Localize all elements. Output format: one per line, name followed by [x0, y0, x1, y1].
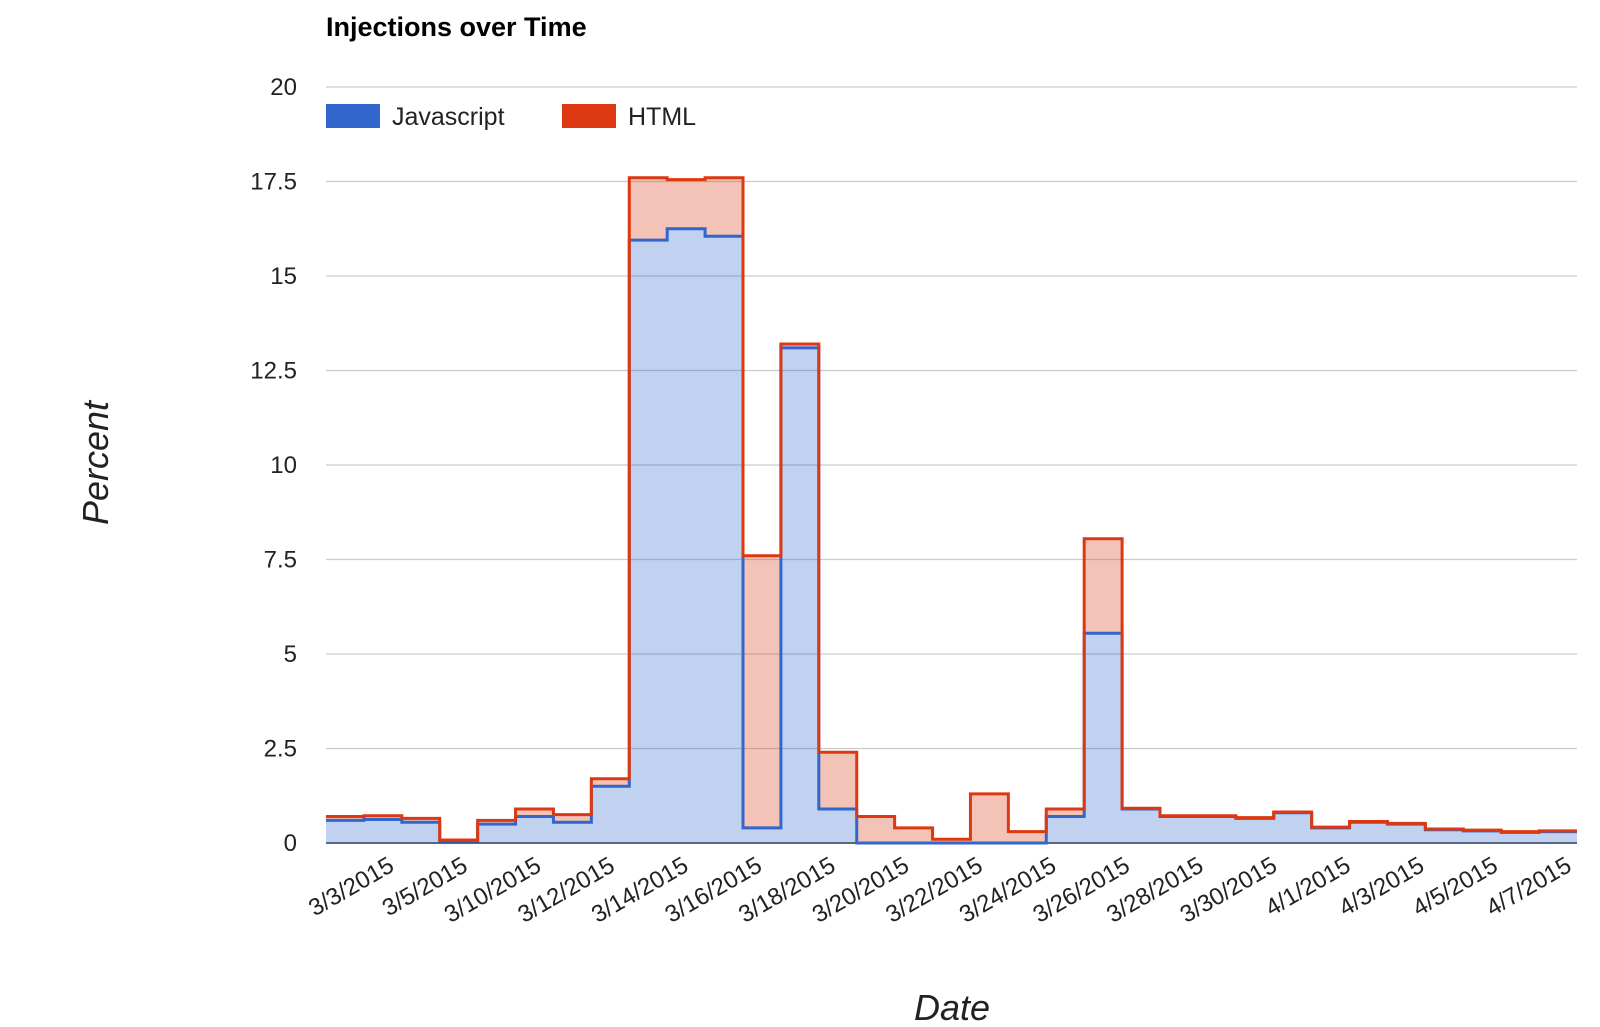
legend: Javascript HTML [326, 103, 696, 131]
x-tick-label: 4/7/2015 [1482, 852, 1576, 922]
y-axis-title: Percent [75, 399, 116, 525]
x-axis-title: Date [914, 987, 990, 1027]
y-tick-label: 5 [284, 641, 297, 668]
y-axis-ticks: 0 2.5 5 7.5 10 12.5 15 17.5 20 [250, 74, 297, 857]
chart-title: Injections over Time [326, 12, 587, 42]
y-tick-label: 12.5 [250, 358, 297, 385]
y-tick-label: 17.5 [250, 169, 297, 196]
legend-swatch-javascript [326, 104, 380, 128]
y-tick-label: 2.5 [264, 736, 297, 763]
legend-item-html[interactable]: HTML [562, 103, 696, 131]
y-tick-label: 7.5 [264, 547, 297, 574]
series-layer [326, 176, 1577, 845]
y-tick-label: 20 [270, 74, 297, 101]
y-tick-label: 15 [270, 263, 297, 290]
legend-swatch-html [562, 104, 616, 128]
y-tick-label: 10 [270, 452, 297, 479]
y-tick-label: 0 [284, 830, 297, 857]
series-area-html [326, 177, 1577, 844]
x-axis-ticks: 3/3/20153/5/20153/10/20153/12/20153/14/2… [304, 852, 1576, 929]
series-area-javascript [326, 228, 1577, 843]
legend-item-javascript[interactable]: Javascript [326, 103, 505, 131]
legend-label-html: HTML [628, 103, 696, 131]
series-line-javascript [326, 227, 1577, 845]
legend-label-javascript: Javascript [392, 103, 505, 131]
series-line-html [326, 176, 1577, 842]
gridlines [326, 86, 1577, 844]
